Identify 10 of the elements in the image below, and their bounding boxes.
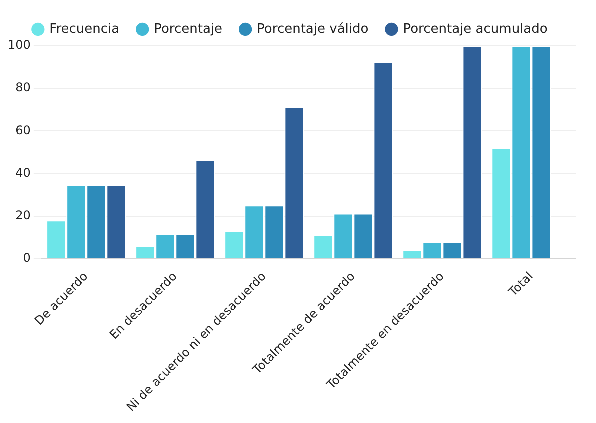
legend-label: Porcentaje: [154, 22, 223, 37]
legend-label: Frecuencia: [50, 22, 120, 37]
y-tick-label: 20: [16, 208, 31, 222]
y-tick-label: 40: [16, 166, 31, 180]
y-tick-label: 0: [23, 251, 31, 266]
legend-label: Porcentaje acumulado: [403, 22, 548, 37]
legend-label: Porcentaje válido: [257, 22, 369, 37]
y-tick-label: 60: [16, 123, 31, 138]
y-tick-label: 80: [16, 80, 31, 95]
y-tick-label: 100: [8, 38, 31, 52]
